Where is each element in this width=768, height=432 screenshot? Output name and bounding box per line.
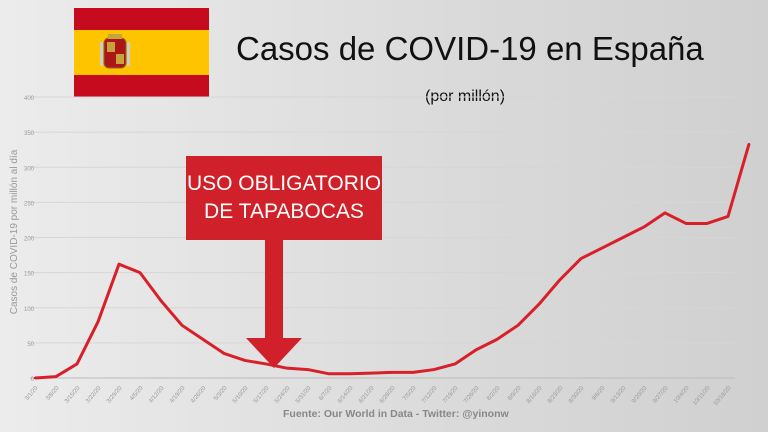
source-note: Fuente: Our World in Data - Twitter: @yi… <box>283 408 509 420</box>
x-tick-label: 4/5/20 <box>129 385 145 402</box>
data-point <box>390 371 394 374</box>
data-point <box>495 338 499 341</box>
x-tick-label: 7/12/20 <box>421 385 439 405</box>
x-tick-label: 9/6/20 <box>591 385 607 402</box>
data-point <box>138 271 142 274</box>
x-tick-label: 8/30/20 <box>568 385 586 405</box>
x-tick-label: 8/9/20 <box>507 385 523 402</box>
x-tick-label: 3/1/20 <box>24 385 40 402</box>
data-point <box>306 368 310 371</box>
data-point <box>180 324 184 327</box>
data-point <box>726 215 730 218</box>
data-point <box>96 320 100 323</box>
data-point <box>705 222 709 225</box>
x-tick-label: 6/14/20 <box>337 385 355 405</box>
data-point <box>33 376 37 380</box>
data-point <box>747 142 751 146</box>
x-tick-label: 7/19/20 <box>442 385 460 405</box>
x-tick-label: 9/27/20 <box>652 385 670 405</box>
data-point <box>75 362 79 366</box>
x-tick-label: 10/4/20 <box>673 385 691 405</box>
x-tick-label: 9/20/20 <box>631 385 649 405</box>
y-tick-label: 200 <box>24 237 35 243</box>
data-point <box>327 372 331 375</box>
x-tick-label: 4/26/20 <box>190 385 208 405</box>
x-tick-label: 5/10/20 <box>232 385 250 405</box>
data-point <box>516 324 520 327</box>
y-tick-label: 100 <box>24 307 35 313</box>
data-point <box>222 352 226 355</box>
chart-title: Casos de COVID-19 en España <box>236 30 704 67</box>
y-tick-label: 300 <box>24 166 35 172</box>
data-point <box>285 366 289 370</box>
data-point <box>264 362 268 366</box>
data-point <box>432 368 436 371</box>
data-point <box>474 348 478 352</box>
y-tick-label: 350 <box>24 131 35 137</box>
data-point <box>411 371 415 374</box>
data-point <box>453 362 457 366</box>
y-tick-label: 0 <box>31 377 35 383</box>
spain-flag <box>74 8 209 97</box>
x-tick-label: 6/28/20 <box>379 385 397 405</box>
x-tick-label: 7/5/20 <box>402 385 418 402</box>
x-tick-label: 3/8/20 <box>45 385 61 402</box>
x-tick-label: 5/3/20 <box>213 385 229 402</box>
x-tick-label: 7/26/20 <box>463 385 481 405</box>
data-point <box>54 375 58 378</box>
data-point <box>621 236 625 239</box>
data-point <box>117 262 121 266</box>
y-tick-label: 400 <box>24 96 35 102</box>
data-point <box>348 372 352 375</box>
x-tick-label: 4/12/20 <box>148 385 166 405</box>
x-tick-label: 10/11/20 <box>692 385 712 407</box>
x-tick-label: 3/15/20 <box>64 385 82 405</box>
x-tick-label: 8/16/20 <box>526 385 544 405</box>
data-point <box>159 299 163 302</box>
x-tick-label: 9/13/20 <box>610 385 628 405</box>
data-point <box>558 278 562 281</box>
x-tick-label: 5/17/20 <box>253 385 271 405</box>
data-point <box>201 338 205 341</box>
arrow <box>246 240 302 368</box>
data-point <box>663 211 667 215</box>
x-tick-label: 5/24/20 <box>274 385 292 405</box>
x-tick-label: 5/31/20 <box>295 385 313 405</box>
x-tick-label: 8/23/20 <box>547 385 565 405</box>
annotation-box: USO OBLIGATORIO DE TAPABOCAS <box>186 156 382 240</box>
y-tick-label: 250 <box>24 201 35 207</box>
y-tick-label: 50 <box>27 342 34 348</box>
x-tick-label: 3/22/20 <box>85 385 103 405</box>
x-tick-label: 3/29/20 <box>106 385 124 405</box>
data-point <box>369 371 373 375</box>
data-point <box>600 246 604 250</box>
x-tick-label: 8/2/20 <box>486 385 502 402</box>
data-point <box>243 359 247 362</box>
x-tick-label: 10/18/20 <box>713 385 733 407</box>
y-axis-label: Casos de COVID-19 por millón al día <box>9 149 20 314</box>
data-point <box>579 257 583 260</box>
x-tick-label: 4/19/20 <box>169 385 187 405</box>
data-point <box>537 303 541 306</box>
data-point <box>684 222 688 225</box>
x-tick-label: 6/7/20 <box>318 385 334 402</box>
data-point <box>642 225 646 229</box>
x-tick-label: 6/21/20 <box>358 385 376 405</box>
y-tick-label: 150 <box>24 272 35 278</box>
